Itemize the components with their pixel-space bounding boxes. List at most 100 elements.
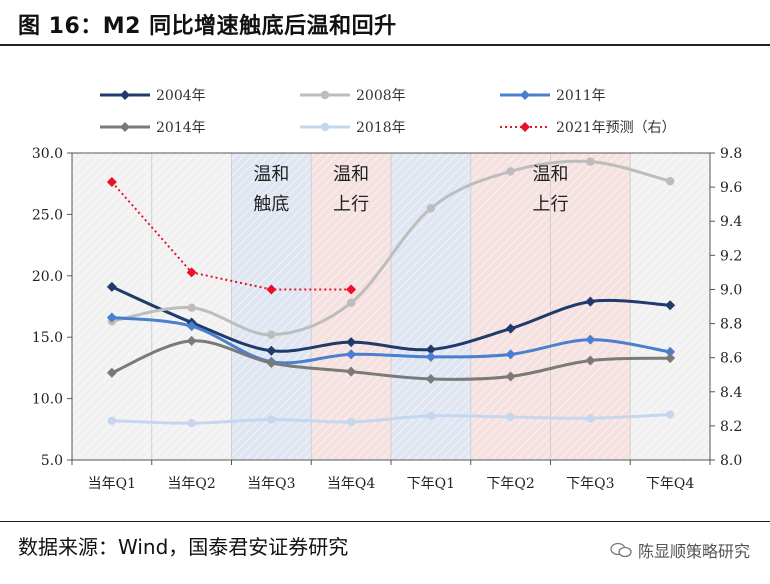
data-point — [107, 416, 117, 425]
bottom-rule — [0, 521, 770, 522]
y-right-tick-label: 8.6 — [720, 351, 742, 367]
watermark: 陈显顺策略研究 — [610, 538, 750, 562]
figure-title: 图 16：M2 同比增速触底后温和回升 — [18, 14, 397, 39]
y-left-tick-label: 10.0 — [32, 392, 63, 408]
data-point — [267, 330, 276, 339]
legend-swatch-marker — [520, 90, 530, 100]
legend-item-4: 2018年 — [300, 120, 406, 136]
data-point — [106, 367, 117, 378]
data-point — [665, 410, 675, 419]
legend-item-2: 2011年 — [500, 88, 606, 104]
data-point — [665, 177, 675, 186]
data-point — [505, 349, 516, 360]
y-left-tick-label: 20.0 — [32, 269, 63, 285]
region-annotation: 触底 — [253, 194, 289, 215]
x-tick-label: 下年Q1 — [407, 476, 455, 492]
data-point — [267, 415, 276, 424]
data-point — [506, 167, 515, 176]
data-point — [585, 334, 596, 345]
region-annotation: 温和 — [533, 164, 569, 185]
series-5 — [106, 176, 357, 295]
data-point — [506, 412, 515, 422]
data-point — [186, 267, 197, 278]
watermark-text: 陈显顺策略研究 — [637, 542, 750, 561]
data-point — [425, 373, 436, 384]
y-left-tick-label: 30.0 — [32, 146, 63, 162]
x-tick-label: 当年Q2 — [167, 476, 215, 492]
y-right-tick-label: 9.4 — [720, 214, 742, 230]
legend-label: 2014年 — [156, 120, 206, 136]
data-point — [106, 312, 117, 323]
data-point — [186, 335, 197, 346]
data-point — [665, 300, 676, 311]
series-2 — [106, 312, 676, 367]
data-point — [187, 303, 196, 312]
legend-label: 2011年 — [556, 88, 606, 104]
data-point — [346, 284, 357, 295]
data-point — [106, 176, 117, 187]
x-tick-label: 当年Q1 — [88, 476, 136, 492]
legend-swatch-marker — [320, 90, 330, 100]
legend-swatch-marker — [120, 122, 130, 132]
data-point — [505, 371, 516, 382]
y-left-tick-label: 5.0 — [41, 453, 63, 469]
series-0 — [106, 281, 676, 356]
x-tick-label: 下年Q2 — [486, 476, 534, 492]
data-point — [425, 344, 436, 355]
data-point — [346, 337, 357, 348]
y-right-tick-label: 8.0 — [720, 453, 742, 469]
data-point — [425, 351, 436, 362]
data-point — [426, 204, 436, 213]
series-line — [111, 159, 671, 337]
legend-item-1: 2008年 — [300, 88, 406, 104]
top-rule — [0, 44, 770, 46]
data-point — [346, 349, 357, 360]
legend-item-0: 2004年 — [100, 88, 206, 104]
m2-chart: 5.0 10.0 15.0 20.0 25.0 30.0 8.0 8.2 8.4 8.6 8.8 9.… — [32, 88, 743, 492]
x-tick-label: 当年Q4 — [327, 476, 375, 492]
data-point — [346, 298, 356, 308]
y-right-tick-label: 8.8 — [720, 317, 742, 333]
data-point — [186, 321, 197, 332]
region-annotation: 上行 — [533, 194, 569, 215]
series-line — [111, 413, 671, 425]
series-3 — [106, 335, 676, 384]
data-point — [426, 411, 436, 420]
y-left-tick-label: 15.0 — [32, 330, 63, 346]
wechat-icon — [610, 542, 632, 558]
data-point — [266, 357, 277, 368]
data-point — [187, 418, 196, 428]
region-annotation: 上行 — [333, 194, 369, 215]
region-annotation: 温和 — [253, 164, 289, 185]
data-point — [586, 157, 595, 166]
x-tick-label: 当年Q3 — [247, 476, 295, 492]
series-line — [111, 181, 352, 291]
source-note: 数据来源：Wind，国泰君安证券研究 — [18, 535, 349, 559]
x-tick-label: 下年Q4 — [646, 476, 694, 492]
region-annotation: 温和 — [333, 164, 369, 185]
y-right-tick-label: 9.0 — [720, 282, 742, 298]
series-4 — [107, 410, 675, 428]
legend-label: 2008年 — [356, 88, 406, 104]
legend-item-5: 2021年预测（右） — [500, 120, 676, 136]
y-right-tick-label: 8.4 — [720, 385, 742, 401]
x-tick-label: 下年Q3 — [566, 476, 614, 492]
series-line — [111, 285, 671, 353]
data-point — [505, 323, 516, 334]
data-point — [665, 346, 676, 357]
legend-swatch-marker — [520, 122, 530, 132]
data-point — [585, 355, 596, 366]
data-point — [266, 345, 277, 356]
y-right-tick-label: 8.2 — [720, 419, 742, 435]
y-right-tick-label: 9.6 — [720, 180, 742, 196]
legend-item-3: 2014年 — [100, 120, 206, 136]
y-left-tick-label: 25.0 — [32, 207, 63, 223]
legend-label: 2021年预测（右） — [556, 120, 676, 136]
data-point — [346, 366, 357, 377]
y-right-tick-label: 9.8 — [720, 146, 742, 162]
legend-label: 2004年 — [156, 88, 206, 104]
data-point — [586, 414, 595, 423]
data-point — [665, 353, 676, 364]
data-point — [106, 281, 117, 292]
legend-label: 2018年 — [356, 120, 406, 136]
